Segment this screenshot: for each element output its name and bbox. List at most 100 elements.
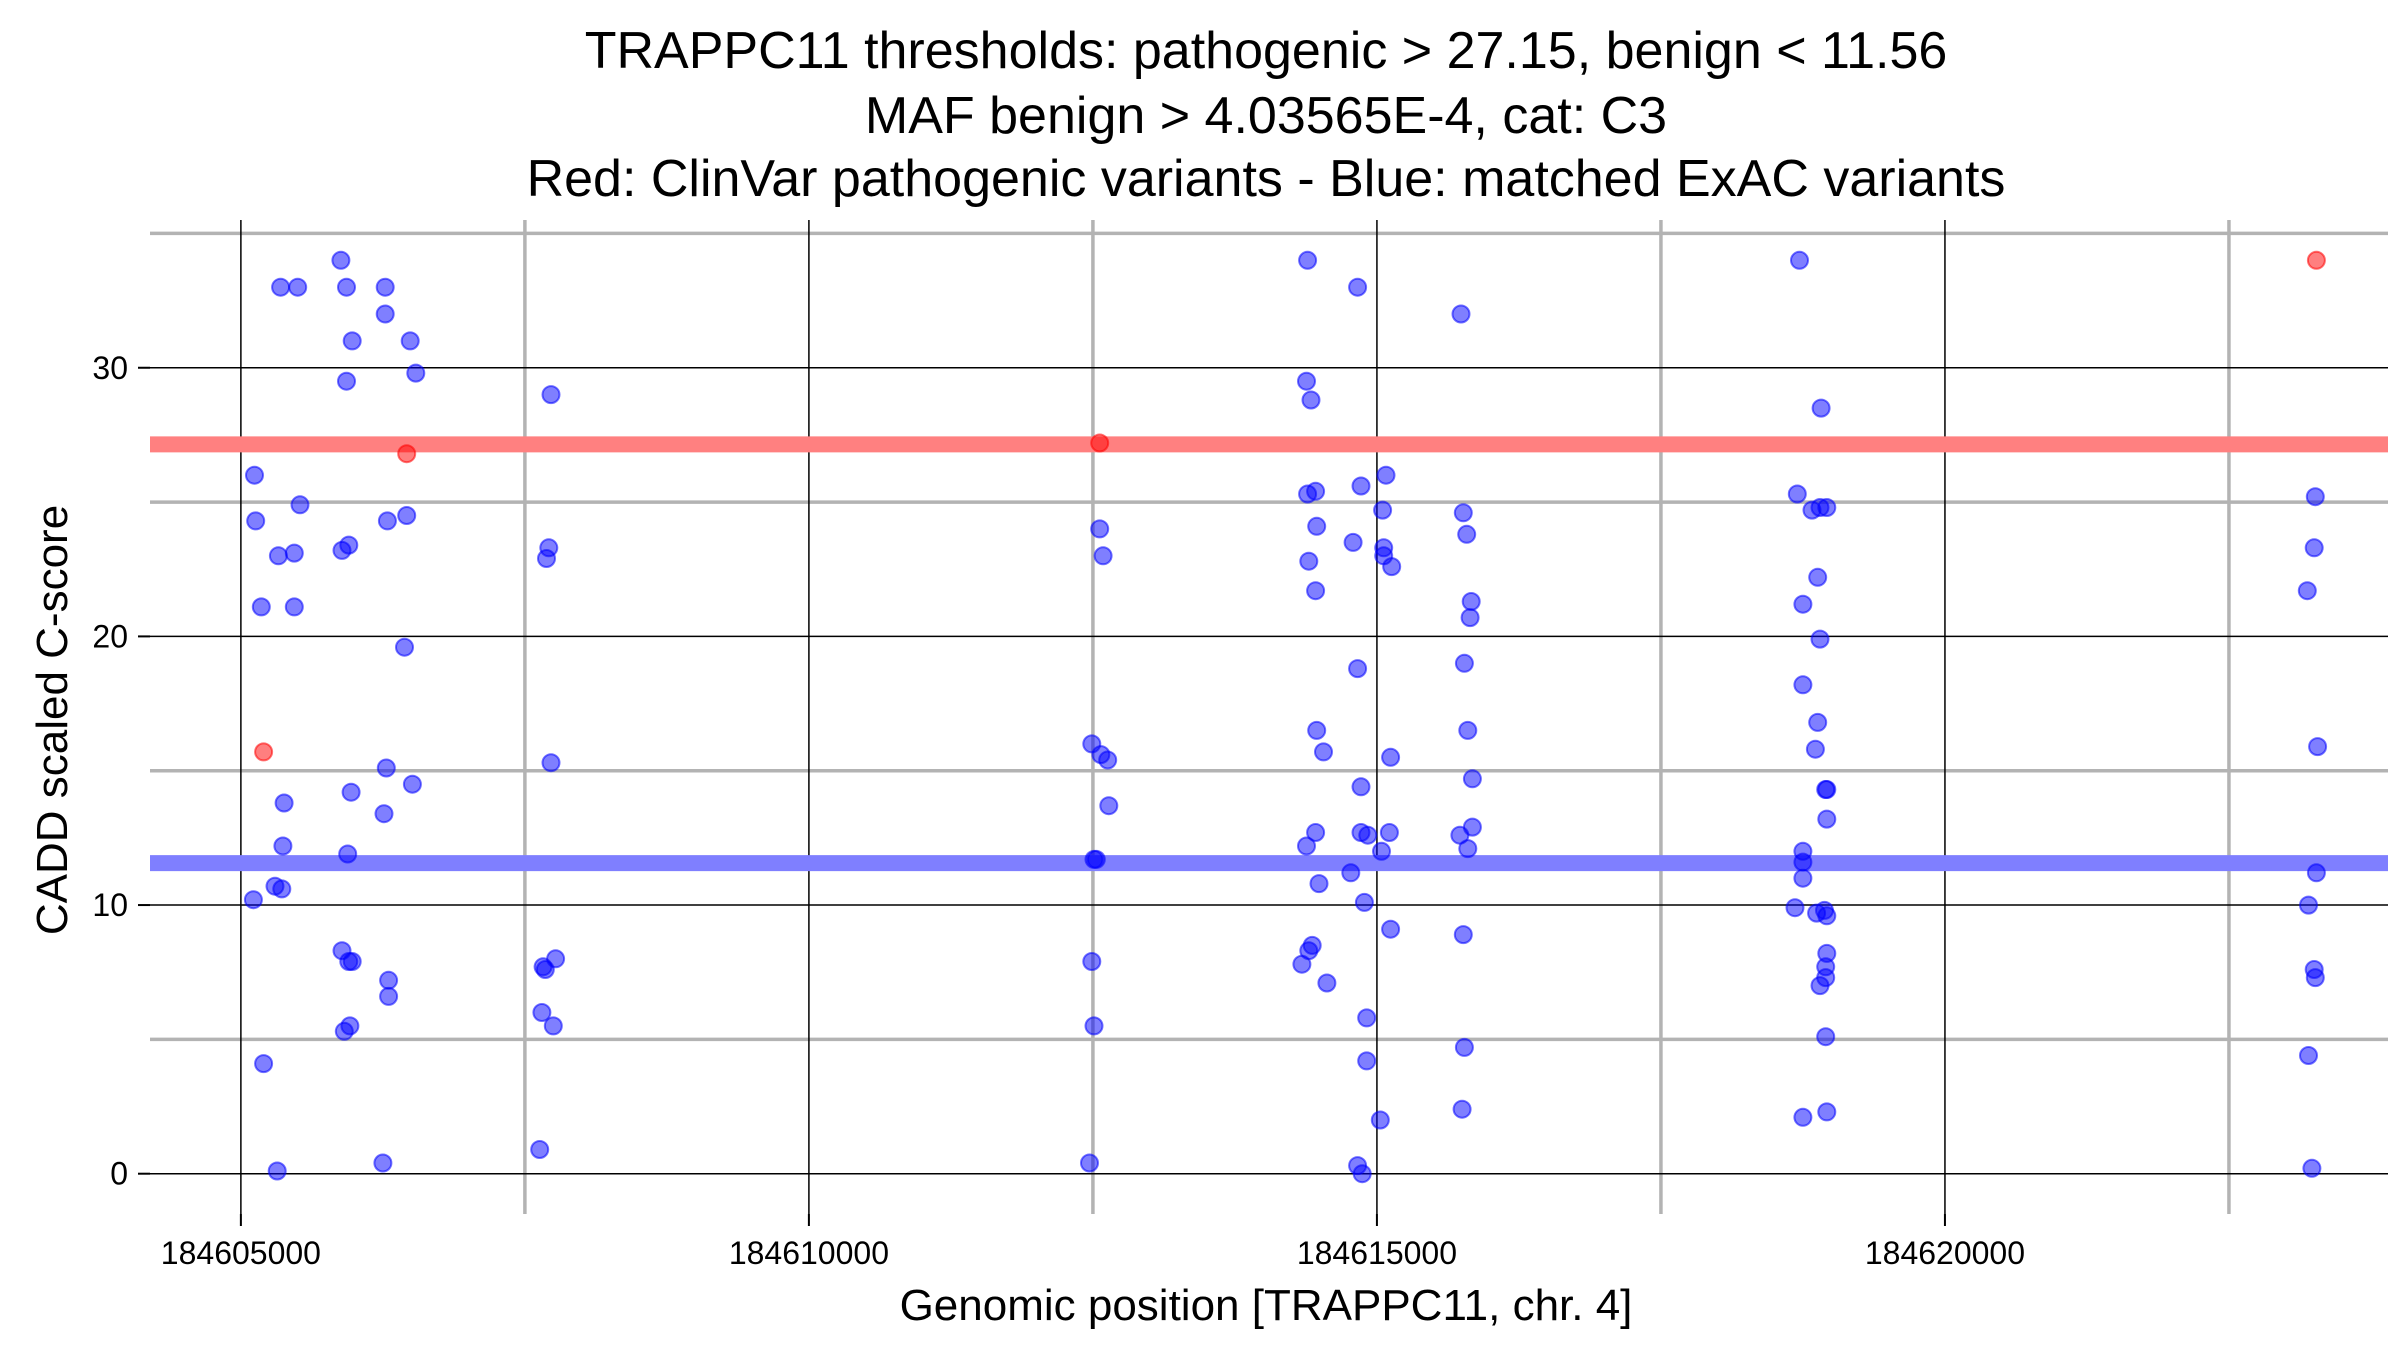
exac-variant-point xyxy=(341,782,361,802)
exac-variant-point xyxy=(1093,546,1113,566)
exac-variant-point xyxy=(1454,653,1474,673)
exac-variant-point xyxy=(376,758,396,778)
exac-variant-point xyxy=(2305,487,2325,507)
threshold-lines xyxy=(150,436,2388,872)
exac-variant-point xyxy=(2299,1046,2318,1065)
exac-variant-point xyxy=(2306,863,2326,883)
exac-variant-point xyxy=(1306,581,1326,601)
exac-variant-point xyxy=(1461,592,1481,611)
exac-variant-point xyxy=(1317,973,1337,993)
exac-variant-point xyxy=(374,804,394,824)
exac-variant-point xyxy=(1357,1008,1377,1028)
exac-variant-point xyxy=(532,1003,552,1022)
exac-variant-point xyxy=(332,540,352,560)
exac-variant-point xyxy=(1099,796,1119,816)
exac-variant-point xyxy=(1451,304,1471,324)
exac-variant-point xyxy=(1802,500,1822,520)
exac-variant-point xyxy=(1458,839,1478,859)
clinvar-pathogenic-point xyxy=(254,742,274,762)
exac-variant-point xyxy=(1785,898,1805,918)
exac-variant-point xyxy=(1382,557,1402,577)
exac-variant-point xyxy=(1086,849,1106,869)
x-tick-label: 184620000 xyxy=(1865,1235,2025,1271)
axis-ticks xyxy=(138,366,1946,1226)
exac-variant-point xyxy=(246,511,266,531)
exac-variant-point xyxy=(1351,777,1371,797)
clinvar-pathogenic-point xyxy=(1090,433,1110,453)
exac-variant-point xyxy=(1292,954,1312,974)
exac-variant-point xyxy=(1354,892,1374,912)
exac-variant-point xyxy=(397,506,417,525)
exac-variant-point xyxy=(402,774,422,794)
exac-variant-point xyxy=(2302,1158,2322,1178)
exac-variant-point xyxy=(1299,551,1319,571)
minor-gridlines xyxy=(150,220,2388,1214)
exac-variant-point xyxy=(284,597,304,617)
y-axis-label: CADD scaled C-score xyxy=(28,505,77,935)
exac-variant-point xyxy=(400,331,420,351)
chart-title: TRAPPC11 thresholds: pathogenic > 27.15,… xyxy=(527,22,2006,208)
exac-variant-point xyxy=(537,549,556,568)
exac-variant-point xyxy=(1301,390,1321,410)
chart-title-line-2: MAF benign > 4.03565E-4, cat: C3 xyxy=(865,87,1667,145)
exac-variant-point xyxy=(1297,836,1316,856)
exac-variant-point xyxy=(273,836,293,856)
exac-variant-point xyxy=(375,277,395,297)
x-tick-labels: 184605000 184610000 184615000 184620000 xyxy=(161,1235,2025,1271)
exac-variant-point xyxy=(1811,398,1831,418)
exac-variant-point xyxy=(530,1140,550,1159)
exac-variant-point xyxy=(2308,737,2328,757)
exac-variant-point xyxy=(2299,895,2318,915)
exac-variant-point xyxy=(251,597,271,617)
exac-variant-point xyxy=(288,277,308,297)
exac-variant-point xyxy=(1453,503,1473,523)
exac-variant-point xyxy=(337,277,356,297)
exac-variant-point xyxy=(1098,750,1118,770)
exac-variant-point xyxy=(1808,712,1828,732)
exac-variant-point xyxy=(243,890,263,910)
exac-variant-point xyxy=(1307,516,1327,536)
exac-variant-point xyxy=(1309,874,1329,894)
exac-variant-point xyxy=(334,1021,354,1041)
exac-variant-point xyxy=(1793,675,1813,695)
exac-variant-point xyxy=(337,371,356,391)
x-tick-label: 184615000 xyxy=(1297,1235,1457,1271)
exac-variant-point xyxy=(268,546,288,566)
exac-variant-point xyxy=(1314,742,1333,762)
exac-variant-point xyxy=(1341,863,1361,883)
exac-variant-point xyxy=(1358,825,1378,845)
exac-variant-point xyxy=(1787,484,1807,504)
exac-variant-point xyxy=(1462,769,1482,789)
exac-variant-point xyxy=(1817,1102,1837,1122)
exac-variant-point xyxy=(1381,919,1401,939)
exac-variant-point xyxy=(1348,659,1368,679)
exac-variant-point xyxy=(1352,1164,1372,1184)
y-tick-labels: 0 10 20 30 xyxy=(92,350,128,1192)
major-gridlines xyxy=(150,220,2388,1214)
exac-variant-point xyxy=(290,495,310,515)
y-tick-label: 30 xyxy=(92,350,128,386)
exac-variant-point xyxy=(1793,868,1813,888)
exac-variant-point xyxy=(267,1161,287,1181)
exac-variant-point xyxy=(1458,720,1478,740)
exac-variant-point xyxy=(1810,629,1830,649)
clinvar-pathogenic-point xyxy=(2306,250,2326,270)
chart-title-line-1: TRAPPC11 thresholds: pathogenic > 27.15,… xyxy=(585,22,1948,80)
exac-variant-point xyxy=(271,277,291,297)
exac-variant-point xyxy=(1816,1027,1836,1047)
x-tick-label: 184605000 xyxy=(161,1235,321,1271)
exac-variant-point xyxy=(1302,935,1322,955)
exac-variant-point xyxy=(1815,900,1834,920)
exac-variant-point xyxy=(1357,1051,1377,1071)
exac-variant-point xyxy=(1372,841,1391,861)
exac-variant-point xyxy=(377,511,397,531)
exac-variant-point xyxy=(1808,567,1828,587)
exac-variant-point xyxy=(1084,1016,1104,1036)
exac-variant-point xyxy=(2304,538,2324,558)
exac-variant-point xyxy=(373,1153,393,1173)
exac-variant-point xyxy=(342,331,362,351)
data-points xyxy=(243,250,2328,1184)
exac-variant-point xyxy=(1080,1153,1099,1173)
exac-variant-point xyxy=(274,793,294,813)
